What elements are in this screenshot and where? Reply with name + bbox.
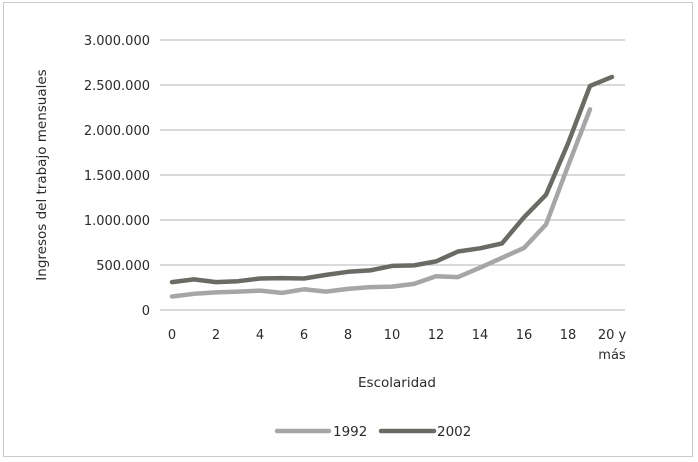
y-tick-label: 2.000.000 [84, 124, 150, 139]
x-tick-label: 20 y [598, 328, 627, 343]
y-tick-label: 1.000.000 [84, 214, 150, 229]
x-tick-label: 14 [472, 328, 489, 343]
y-axis-title: Ingresos del trabajo mensuales [34, 69, 50, 280]
x-tick-label: 10 [384, 328, 401, 343]
legend: 1992 2002 [274, 424, 471, 440]
x-tick-label: 16 [516, 328, 533, 343]
y-tick-label: 0 [142, 304, 150, 319]
y-tick-label: 500.000 [96, 259, 150, 274]
x-tick-label: 4 [256, 328, 264, 343]
x-tick-labels: 0 2 4 6 8 10 12 14 16 18 20 y más [168, 328, 627, 363]
x-tick-label: 2 [212, 328, 220, 343]
legend-label-1992: 1992 [333, 424, 367, 440]
series-lines [169, 74, 615, 299]
x-tick-label: 8 [344, 328, 352, 343]
series-line-1992 [169, 107, 593, 299]
chart-frame [3, 2, 693, 457]
x-tick-label: 12 [428, 328, 445, 343]
series-line-2002 [169, 74, 615, 285]
x-tick-label: más [598, 348, 626, 363]
y-tick-label: 2.500.000 [84, 79, 150, 94]
x-tick-label: 6 [300, 328, 308, 343]
y-tick-labels: 0 500.000 1.000.000 1.500.000 2.000.000 2.500… [84, 34, 150, 319]
x-axis-title: Escolaridad [358, 375, 436, 391]
x-tick-label: 18 [560, 328, 577, 343]
y-tick-label: 3.000.000 [84, 34, 150, 49]
x-tick-label: 0 [168, 328, 176, 343]
legend-label-2002: 2002 [437, 424, 471, 440]
y-tick-label: 1.500.000 [84, 169, 150, 184]
gridlines [160, 39, 625, 311]
